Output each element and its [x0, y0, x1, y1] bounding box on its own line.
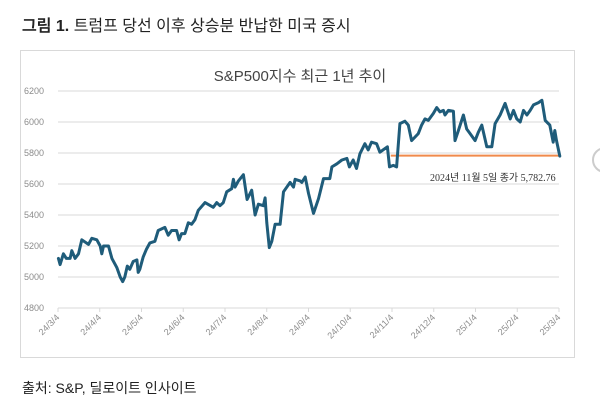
y-tick-label: 6200 [24, 86, 44, 96]
x-tick-label: 25/3/4 [538, 312, 563, 337]
x-tick-label: 24/11/4 [368, 312, 396, 340]
x-tick-label: 24/4/4 [78, 312, 103, 337]
x-tick-label: 25/2/4 [496, 312, 521, 337]
y-tick-label: 5400 [24, 210, 44, 220]
chart-frame [20, 50, 575, 358]
y-tick-label: 5000 [24, 272, 44, 282]
figure-caption: 트럼프 당선 이후 상승분 반납한 미국 증시 [73, 18, 351, 35]
y-tick-label: 5600 [24, 179, 44, 189]
y-tick-label: 6000 [24, 117, 44, 127]
source-note: 출처: S&P, 딜로이트 인사이트 [22, 380, 197, 396]
x-tick-label: 24/7/4 [204, 312, 229, 337]
x-tick-label: 24/5/4 [120, 312, 145, 337]
y-tick-label: 4800 [24, 303, 44, 313]
sp500-series-line [56, 98, 562, 284]
x-tick-label: 24/9/4 [287, 312, 312, 337]
figure-label: 그림 1. [22, 18, 70, 35]
y-tick-label: 5800 [24, 148, 44, 158]
x-tick-label: 24/12/4 [409, 312, 437, 340]
reference-annotation: 2024년 11월 5일 종가 5,782.76 [430, 172, 556, 184]
chart-title: S&P500지수 최근 1년 추이 [214, 68, 387, 85]
y-tick-label: 5200 [24, 241, 44, 251]
figure-title: 그림 1. 트럼프 당선 이후 상승분 반납한 미국 증시 [22, 12, 351, 36]
x-tick-label: 24/6/4 [162, 312, 187, 337]
x-tick-label: 24/3/4 [37, 312, 62, 337]
x-tick-label: 24/8/4 [245, 312, 270, 337]
x-tick-label: 25/1/4 [454, 312, 479, 337]
x-tick-label: 24/10/4 [325, 312, 353, 340]
